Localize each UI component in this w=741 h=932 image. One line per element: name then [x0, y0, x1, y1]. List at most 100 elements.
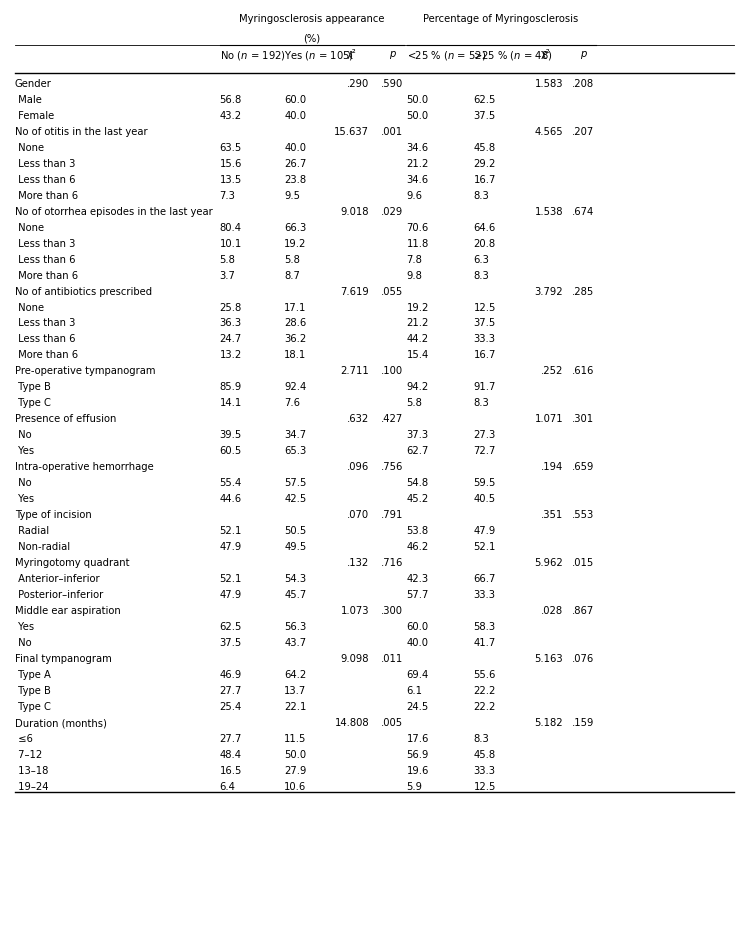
Text: χ²: χ² — [347, 48, 356, 59]
Text: 16.5: 16.5 — [219, 766, 242, 776]
Text: 15.637: 15.637 — [334, 127, 369, 137]
Text: Yes ($n$ = 105): Yes ($n$ = 105) — [285, 48, 354, 62]
Text: 94.2: 94.2 — [407, 382, 429, 392]
Text: .427: .427 — [381, 415, 403, 424]
Text: 44.2: 44.2 — [407, 335, 429, 345]
Text: 57.7: 57.7 — [407, 590, 429, 600]
Text: 12.5: 12.5 — [473, 303, 496, 312]
Text: Myringosclerosis appearance: Myringosclerosis appearance — [239, 14, 385, 24]
Text: 56.9: 56.9 — [407, 750, 429, 761]
Text: 19.2: 19.2 — [407, 303, 429, 312]
Text: .791: .791 — [381, 511, 403, 520]
Text: 37.5: 37.5 — [473, 319, 496, 328]
Text: >25 % ($n$ = 48): >25 % ($n$ = 48) — [473, 48, 553, 62]
Text: .011: .011 — [381, 654, 403, 665]
Text: 17.1: 17.1 — [285, 303, 307, 312]
Text: 13.5: 13.5 — [219, 174, 242, 185]
Text: 40.0: 40.0 — [407, 638, 428, 648]
Text: 66.3: 66.3 — [285, 223, 307, 233]
Text: .015: .015 — [572, 558, 594, 569]
Text: 47.9: 47.9 — [219, 542, 242, 553]
Text: $p$: $p$ — [389, 48, 397, 61]
Text: Type C: Type C — [15, 702, 50, 712]
Text: 60.0: 60.0 — [285, 95, 307, 104]
Text: 10.1: 10.1 — [219, 239, 242, 249]
Text: 14.808: 14.808 — [334, 718, 369, 728]
Text: .674: .674 — [572, 207, 594, 216]
Text: Middle ear aspiration: Middle ear aspiration — [15, 606, 121, 616]
Text: More than 6: More than 6 — [15, 191, 78, 200]
Text: 50.0: 50.0 — [407, 111, 429, 121]
Text: .867: .867 — [572, 606, 594, 616]
Text: Radial: Radial — [15, 527, 49, 536]
Text: 8.3: 8.3 — [473, 398, 489, 408]
Text: .301: .301 — [572, 415, 594, 424]
Text: 19–24: 19–24 — [15, 782, 48, 792]
Text: 53.8: 53.8 — [407, 527, 429, 536]
Text: 13.2: 13.2 — [219, 350, 242, 361]
Text: 27.7: 27.7 — [219, 734, 242, 744]
Text: 7.3: 7.3 — [219, 191, 236, 200]
Text: .070: .070 — [347, 511, 369, 520]
Text: 1.583: 1.583 — [535, 78, 563, 89]
Text: 14.1: 14.1 — [219, 398, 242, 408]
Text: 46.9: 46.9 — [219, 670, 242, 680]
Text: 1.071: 1.071 — [534, 415, 563, 424]
Text: None: None — [15, 303, 44, 312]
Text: 22.2: 22.2 — [473, 686, 496, 696]
Text: No ($n$ = 192): No ($n$ = 192) — [219, 48, 285, 62]
Text: .756: .756 — [381, 462, 403, 473]
Text: 33.3: 33.3 — [473, 335, 496, 345]
Text: .616: .616 — [572, 366, 594, 377]
Text: 49.5: 49.5 — [285, 542, 307, 553]
Text: 1.538: 1.538 — [535, 207, 563, 216]
Text: 9.6: 9.6 — [407, 191, 422, 200]
Text: 12.5: 12.5 — [473, 782, 496, 792]
Text: 3.7: 3.7 — [219, 270, 236, 281]
Text: 21.2: 21.2 — [407, 158, 429, 169]
Text: 8.3: 8.3 — [473, 270, 489, 281]
Text: 16.7: 16.7 — [473, 350, 496, 361]
Text: Duration (months): Duration (months) — [15, 718, 107, 728]
Text: 19.2: 19.2 — [285, 239, 307, 249]
Text: Type of incision: Type of incision — [15, 511, 92, 520]
Text: 45.8: 45.8 — [473, 750, 496, 761]
Text: 47.9: 47.9 — [219, 590, 242, 600]
Text: .028: .028 — [541, 606, 563, 616]
Text: 6.3: 6.3 — [473, 254, 489, 265]
Text: 9.098: 9.098 — [341, 654, 369, 665]
Text: 34.6: 34.6 — [407, 143, 429, 153]
Text: .659: .659 — [572, 462, 594, 473]
Text: .290: .290 — [347, 78, 369, 89]
Text: Yes: Yes — [15, 623, 34, 632]
Text: .132: .132 — [347, 558, 369, 569]
Text: 80.4: 80.4 — [219, 223, 242, 233]
Text: Type A: Type A — [15, 670, 50, 680]
Text: 62.5: 62.5 — [219, 623, 242, 632]
Text: 18.1: 18.1 — [285, 350, 307, 361]
Text: 48.4: 48.4 — [219, 750, 242, 761]
Text: .055: .055 — [381, 286, 403, 296]
Text: .159: .159 — [572, 718, 594, 728]
Text: No of otitis in the last year: No of otitis in the last year — [15, 127, 147, 137]
Text: 28.6: 28.6 — [285, 319, 307, 328]
Text: 52.1: 52.1 — [473, 542, 496, 553]
Text: 59.5: 59.5 — [473, 478, 496, 488]
Text: 6.1: 6.1 — [407, 686, 422, 696]
Text: 92.4: 92.4 — [285, 382, 307, 392]
Text: 23.8: 23.8 — [285, 174, 307, 185]
Text: 56.3: 56.3 — [285, 623, 307, 632]
Text: 37.3: 37.3 — [407, 431, 429, 441]
Text: 45.2: 45.2 — [407, 494, 429, 504]
Text: 85.9: 85.9 — [219, 382, 242, 392]
Text: 66.7: 66.7 — [473, 574, 496, 584]
Text: 9.5: 9.5 — [285, 191, 300, 200]
Text: ≤6: ≤6 — [15, 734, 33, 744]
Text: 52.1: 52.1 — [219, 527, 242, 536]
Text: 26.7: 26.7 — [285, 158, 307, 169]
Text: .351: .351 — [541, 511, 563, 520]
Text: None: None — [15, 223, 44, 233]
Text: 7–12: 7–12 — [15, 750, 42, 761]
Text: 50.0: 50.0 — [407, 95, 429, 104]
Text: 7.6: 7.6 — [285, 398, 300, 408]
